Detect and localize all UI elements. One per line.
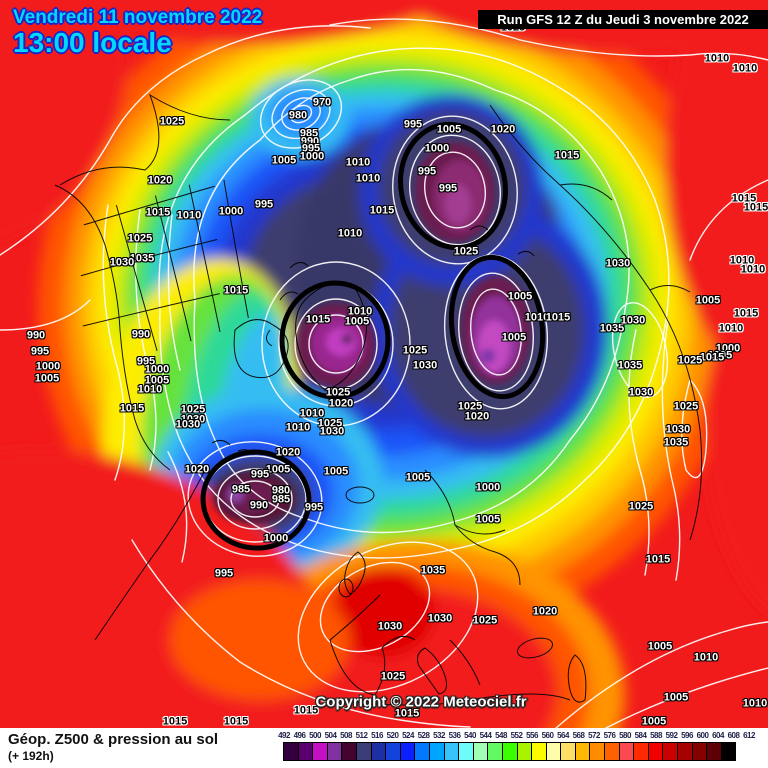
valid-time-text: 13:00 locale	[13, 27, 172, 58]
model-run-banner: Run GFS 12 Z du Jeudi 3 novembre 2022	[478, 10, 768, 29]
scale-tick: 592	[665, 731, 678, 740]
model-run-text: Run GFS 12 Z du Jeudi 3 novembre 2022	[497, 12, 749, 27]
scale-cell	[634, 743, 648, 760]
isobar-contours	[0, 18, 768, 728]
scale-cell	[605, 743, 619, 760]
map-area: 1025101010101015101510101010101510101015…	[0, 0, 768, 728]
scale-tick: 500	[309, 731, 321, 740]
scale-tick: 612	[743, 731, 755, 740]
scale-cell	[444, 743, 459, 760]
copyright-text: Copyright © 2022 Meteociel.fr	[315, 693, 527, 711]
scale-cell	[546, 743, 561, 760]
scale-tick: 600	[696, 731, 709, 740]
scale-cell	[517, 743, 532, 760]
scale-tick: 496	[293, 731, 306, 740]
annotation-ellipse-east	[448, 254, 546, 400]
scale-tick: 604	[712, 731, 724, 740]
scale-tick: 520	[386, 731, 399, 740]
scale-tick: 572	[588, 731, 600, 740]
scale-cell	[327, 743, 342, 760]
scale-tick: 552	[510, 731, 523, 740]
annotation-ellipse-north	[398, 121, 508, 251]
scale-cell	[386, 743, 400, 760]
scale-cell	[429, 743, 444, 760]
scale-tick: 576	[603, 731, 616, 740]
scale-cell	[473, 743, 488, 760]
scale-cell	[502, 743, 517, 760]
scale-tick: 584	[634, 731, 647, 740]
scale-cell	[532, 743, 546, 760]
scale-tick: 556	[526, 731, 538, 740]
scale-tick: 512	[355, 731, 368, 740]
scale-tick: 564	[557, 731, 569, 740]
scale-tick: 532	[433, 731, 445, 740]
scale-cell	[575, 743, 590, 760]
scale-tick: 536	[448, 731, 461, 740]
scale-tick-labels: 492 496 500 504 508 512 516 520 524 528 532 536 540 5…	[278, 731, 768, 741]
scale-color-cells	[283, 742, 737, 761]
scale-tick: 524	[402, 731, 414, 740]
scale-tick: 516	[371, 731, 383, 740]
scale-cell	[342, 743, 356, 760]
scale-cell	[313, 743, 327, 760]
scale-tick: 580	[619, 731, 631, 740]
scale-tick: 608	[727, 731, 740, 740]
scale-cell	[648, 743, 663, 760]
scale-tick: 508	[340, 731, 352, 740]
forecast-offset: (+ 192h)	[8, 749, 54, 763]
scale-tick: 588	[650, 731, 662, 740]
annotation-ellipse-atlantic	[200, 449, 312, 551]
scale-cell	[561, 743, 575, 760]
legend-bar: Géop. Z500 & pression au sol (+ 192h) 49…	[0, 728, 768, 768]
scale-cell	[663, 743, 678, 760]
scale-cell	[356, 743, 371, 760]
scale-tick: 528	[417, 731, 430, 740]
scale-cell	[459, 743, 473, 760]
scale-cell	[400, 743, 415, 760]
scale-cell	[619, 743, 634, 760]
scale-cell	[488, 743, 502, 760]
scale-tick: 568	[572, 731, 585, 740]
scale-tick: 492	[278, 731, 290, 740]
annotation-ellipse-center	[279, 280, 391, 400]
scale-cell	[707, 743, 721, 760]
map-graphic	[0, 0, 768, 728]
valid-date-text: Vendredi 11 novembre 2022	[13, 7, 263, 28]
scale-cell	[371, 743, 386, 760]
scale-tick: 504	[324, 731, 337, 740]
product-title: Géop. Z500 & pression au sol	[8, 731, 219, 748]
scale-cell	[415, 743, 429, 760]
scale-cell	[678, 743, 692, 760]
color-scale: 492 496 500 504 508 512 516 520 524 528 532 536 540 5…	[278, 728, 768, 768]
coastlines	[54, 93, 703, 706]
scale-cell	[590, 743, 605, 760]
scale-tick: 540	[464, 731, 476, 740]
scale-cell	[692, 743, 707, 760]
scale-tick: 596	[681, 731, 693, 740]
scale-tick: 548	[495, 731, 507, 740]
scale-cell	[298, 743, 313, 760]
annotation-ellipses	[200, 121, 546, 551]
scale-cell	[721, 743, 736, 760]
scale-tick: 560	[541, 731, 554, 740]
scale-cell	[284, 743, 298, 760]
scale-tick: 544	[479, 731, 492, 740]
